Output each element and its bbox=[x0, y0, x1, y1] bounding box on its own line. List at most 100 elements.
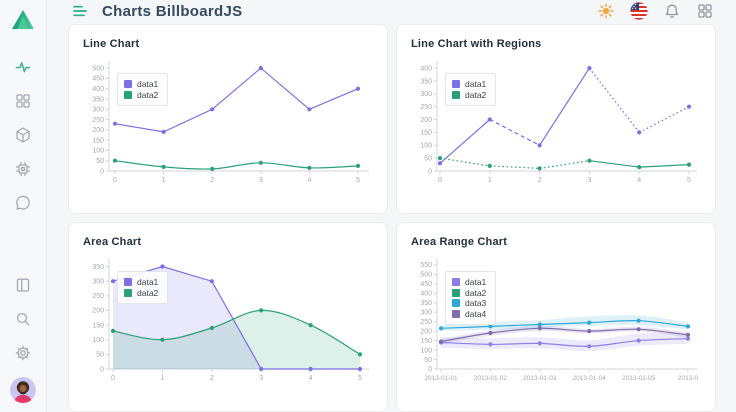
card-area-range-chart: Area Range Chart data1 data2 data3 data4 0 5… bbox=[396, 222, 716, 412]
svg-text:0: 0 bbox=[111, 375, 115, 382]
svg-text:500: 500 bbox=[420, 272, 432, 279]
svg-text:2013-01-04: 2013-01-04 bbox=[573, 375, 607, 382]
svg-text:400: 400 bbox=[420, 291, 432, 298]
legend-item-data2[interactable]: data2 bbox=[124, 287, 159, 298]
layout-panel-icon[interactable] bbox=[14, 276, 32, 294]
svg-text:300: 300 bbox=[92, 107, 104, 114]
svg-text:150: 150 bbox=[420, 130, 432, 137]
line-chart-regions-svg: 0 50 100 150 200 250 300 350 400 0 1 2 3 4 5 bbox=[420, 61, 697, 184]
chart-area: data1 data2 data3 data4 0 50 100 150 200 250 300 3… bbox=[411, 253, 701, 392]
theme-sun-icon[interactable] bbox=[597, 2, 615, 20]
legend-label: data1 bbox=[137, 79, 159, 89]
dashboard-grid-icon[interactable] bbox=[14, 92, 32, 110]
line-chart-svg: 0 50 100 150 200 250 300 350 400 450 500 0 1 2 3 4 5 bbox=[92, 61, 369, 184]
package-cube-icon[interactable] bbox=[14, 126, 32, 144]
svg-text:1: 1 bbox=[160, 375, 164, 382]
settings-gear-icon[interactable] bbox=[14, 344, 32, 362]
svg-text:3: 3 bbox=[259, 177, 263, 184]
card-line-chart-regions: Line Chart with Regions data1 data2 0 50 10… bbox=[396, 24, 716, 214]
legend-item-data1[interactable]: data1 bbox=[124, 278, 158, 287]
area-chart-svg: 0 50 100 150 200 250 300 350 0 1 2 3 4 5 bbox=[92, 259, 369, 382]
svg-text:100: 100 bbox=[92, 337, 104, 344]
svg-text:500: 500 bbox=[92, 65, 104, 72]
chart-legend: data1 data2 data3 data4 bbox=[445, 271, 497, 325]
legend-label: data4 bbox=[465, 308, 487, 319]
svg-text:350: 350 bbox=[420, 300, 432, 307]
chart-legend: data1 data2 bbox=[117, 73, 169, 106]
card-title: Line Chart bbox=[83, 38, 140, 50]
svg-text:50: 50 bbox=[96, 158, 104, 165]
legend-swatch bbox=[452, 299, 460, 308]
card-title: Line Chart with Regions bbox=[411, 38, 542, 50]
svg-text:2: 2 bbox=[538, 177, 542, 184]
legend-item-data2[interactable]: data2 bbox=[452, 287, 487, 298]
card-line-chart: Line Chart data1 data2 0 50 100 150 200 250 300… bbox=[68, 24, 388, 214]
menu-hamburger-icon[interactable] bbox=[71, 2, 89, 20]
svg-text:1: 1 bbox=[488, 177, 492, 184]
legend-item-data1[interactable]: data1 bbox=[124, 80, 158, 89]
charts-grid: Line Chart data1 data2 0 50 100 150 200 250 300… bbox=[47, 22, 736, 412]
svg-text:250: 250 bbox=[420, 319, 432, 326]
legend-label: data2 bbox=[137, 287, 159, 298]
legend-item-data1[interactable]: data1 bbox=[452, 80, 486, 89]
main-area: Charts BillboardJS bbox=[47, 0, 736, 412]
search-icon[interactable] bbox=[14, 310, 32, 328]
chart-legend: data1 data2 bbox=[445, 73, 497, 106]
svg-text:0: 0 bbox=[100, 366, 104, 373]
header-actions bbox=[597, 2, 714, 20]
svg-text:200: 200 bbox=[92, 127, 104, 134]
apps-grid-icon[interactable] bbox=[696, 2, 714, 20]
svg-text:200: 200 bbox=[420, 117, 432, 124]
legend-item-data2[interactable]: data2 bbox=[452, 89, 487, 100]
svg-text:450: 450 bbox=[92, 76, 104, 83]
legend-label: data2 bbox=[465, 89, 487, 100]
legend-item-data3[interactable]: data3 bbox=[452, 299, 486, 308]
legend-item-data4[interactable]: data4 bbox=[452, 308, 487, 319]
svg-text:2013-01-01: 2013-01-01 bbox=[424, 375, 458, 382]
svg-text:300: 300 bbox=[420, 91, 432, 98]
svg-text:50: 50 bbox=[96, 352, 104, 359]
legend-label: data1 bbox=[465, 79, 487, 89]
svg-text:400: 400 bbox=[420, 65, 432, 72]
language-us-flag-icon[interactable] bbox=[630, 2, 648, 20]
area-range-chart-svg: 0 50 100 150 200 250 300 350 400 450 500 550 2013-01… bbox=[420, 259, 698, 382]
legend-label: data3 bbox=[465, 298, 487, 308]
legend-swatch bbox=[452, 80, 460, 89]
legend-swatch bbox=[124, 80, 132, 89]
svg-text:300: 300 bbox=[92, 279, 104, 286]
svg-text:200: 200 bbox=[420, 328, 432, 335]
svg-text:2013-01-03: 2013-01-03 bbox=[523, 375, 557, 382]
svg-text:150: 150 bbox=[92, 137, 104, 144]
activity-pulse-icon[interactable] bbox=[14, 58, 32, 76]
cpu-chip-icon[interactable] bbox=[14, 160, 32, 178]
card-title: Area Chart bbox=[83, 236, 142, 248]
svg-text:2: 2 bbox=[210, 375, 214, 382]
legend-swatch bbox=[452, 288, 460, 297]
legend-item-data1[interactable]: data1 bbox=[452, 278, 486, 287]
svg-text:400: 400 bbox=[92, 86, 104, 93]
svg-text:250: 250 bbox=[420, 104, 432, 111]
svg-text:150: 150 bbox=[420, 338, 432, 345]
svg-text:4: 4 bbox=[637, 177, 641, 184]
legend-swatch bbox=[452, 278, 460, 287]
user-avatar[interactable] bbox=[10, 377, 36, 403]
svg-text:350: 350 bbox=[92, 264, 104, 271]
legend-swatch bbox=[124, 288, 132, 297]
chart-legend: data1 data2 bbox=[117, 271, 169, 304]
svg-text:50: 50 bbox=[424, 155, 432, 162]
chat-bubble-icon[interactable] bbox=[14, 194, 32, 212]
notifications-bell-icon[interactable] bbox=[663, 2, 681, 20]
legend-label: data2 bbox=[137, 89, 159, 100]
svg-text:150: 150 bbox=[92, 322, 104, 329]
chart-area: data1 data2 0 50 100 150 200 250 300 350 400 450 50… bbox=[83, 55, 373, 194]
svg-text:1: 1 bbox=[162, 177, 166, 184]
svg-text:250: 250 bbox=[92, 293, 104, 300]
svg-text:350: 350 bbox=[420, 78, 432, 85]
page-title: Charts BillboardJS bbox=[102, 2, 243, 20]
legend-label: data2 bbox=[465, 287, 487, 298]
legend-item-data2[interactable]: data2 bbox=[124, 89, 159, 100]
sidebar bbox=[0, 0, 47, 412]
legend-swatch bbox=[124, 90, 132, 99]
app-logo-triangle[interactable] bbox=[10, 8, 36, 36]
svg-text:2013-01-05: 2013-01-05 bbox=[622, 375, 656, 382]
